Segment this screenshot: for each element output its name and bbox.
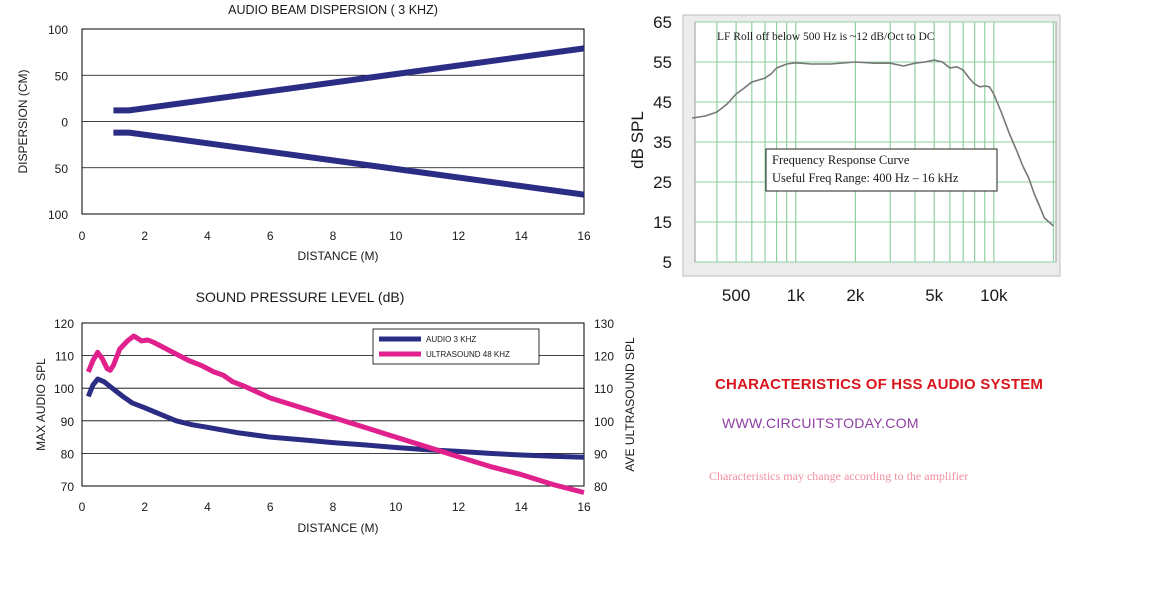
fr-y-tick-label: 35	[653, 133, 672, 152]
spl-y-right-tick-label: 100	[594, 415, 614, 429]
spl-y-right-tick-label: 90	[594, 447, 608, 461]
dispersion-x-tick-label: 8	[330, 229, 337, 243]
amplifier-note: Characteristics may change according to …	[709, 469, 969, 483]
spl-legend-box	[372, 328, 540, 365]
spl-y-left-tick-label: 70	[61, 480, 75, 494]
spl-x-tick-label: 12	[452, 500, 466, 514]
fr-y-tick-label: 25	[653, 173, 672, 192]
spl-x-axis-label: DISTANCE (M)	[297, 521, 378, 535]
dispersion-x-tick-label: 0	[79, 229, 86, 243]
spl-ultrasound-line	[85, 333, 585, 495]
spl-y-left-tick-label: 100	[54, 382, 74, 396]
spl-y-left-tick-label: 90	[61, 415, 75, 429]
spl-plot-frame	[81, 322, 585, 487]
spl-x-tick-label: 4	[204, 500, 211, 514]
dispersion-y-tick-label: 50	[55, 69, 69, 83]
spl-legend-label: ULTRASOUND 48 KHZ	[426, 350, 510, 359]
dispersion-x-axis-label: DISTANCE (M)	[297, 249, 378, 263]
spl-x-tick-label: 6	[267, 500, 274, 514]
spl-y-right-tick-label: 110	[594, 382, 613, 396]
spl-y-left-tick-label: 110	[55, 350, 74, 364]
fr-y-tick-label: 15	[653, 213, 672, 232]
spl-y-right-tick-label: 120	[594, 350, 614, 364]
dispersion-x-tick-label: 4	[204, 229, 211, 243]
website-link[interactable]: WWW.CIRCUITSTODAY.COM	[722, 415, 919, 431]
spl-y-right-axis-label: AVE ULTRASOUND SPL	[623, 337, 637, 472]
spl-y-right-tick-label: 130	[594, 317, 614, 331]
fr-x-tick-label: 500	[722, 286, 750, 305]
dispersion-upper-line	[113, 45, 585, 114]
spl-x-tick-label: 10	[389, 500, 403, 514]
fr-response-curve	[692, 59, 1055, 227]
spl-y-right-tick-label: 80	[594, 480, 608, 494]
fr-y-tick-label: 5	[663, 253, 672, 272]
dispersion-y-tick-label: 100	[48, 23, 68, 37]
dispersion-x-tick-label: 12	[452, 229, 466, 243]
spl-audio-line	[85, 376, 585, 460]
dispersion-x-tick-label: 14	[515, 229, 529, 243]
spl-legend-label: AUDIO 3 KHZ	[426, 335, 476, 344]
fr-caption-title: Frequency Response Curve	[772, 153, 910, 167]
dispersion-chart-title: AUDIO BEAM DISPERSION ( 3 KHZ)	[228, 3, 438, 17]
fr-x-tick-label: 10k	[980, 286, 1008, 305]
spl-y-left-axis-label: MAX AUDIO SPL	[34, 358, 48, 451]
spl-x-tick-label: 2	[141, 500, 148, 514]
dispersion-y-axis-label: DISPERSION (CM)	[16, 69, 30, 173]
spl-x-tick-label: 14	[515, 500, 529, 514]
spl-x-tick-label: 0	[79, 500, 86, 514]
fr-x-tick-label: 2k	[846, 286, 864, 305]
dispersion-y-tick-label: 0	[61, 116, 68, 130]
spl-y-left-tick-label: 120	[54, 317, 74, 331]
dispersion-x-tick-label: 10	[389, 229, 403, 243]
fr-y-tick-label: 45	[653, 93, 672, 112]
fr-x-tick-label: 1k	[787, 286, 805, 305]
fr-x-tick-label: 5k	[925, 286, 943, 305]
page-heading: CHARACTERISTICS OF HSS AUDIO SYSTEM	[715, 376, 1044, 393]
fr-caption-box	[765, 148, 998, 192]
spl-x-tick-label: 8	[330, 500, 337, 514]
spl-x-tick-label: 16	[577, 500, 591, 514]
fr-rolloff-annotation: LF Roll off below 500 Hz is ~12 dB/Oct t…	[717, 31, 935, 43]
spl-y-left-tick-label: 80	[61, 447, 75, 461]
fr-caption-range: Useful Freq Range: 400 Hz – 16 kHz	[772, 171, 959, 185]
dispersion-x-tick-label: 2	[141, 229, 148, 243]
spl-chart-title: SOUND PRESSURE LEVEL (dB)	[196, 289, 405, 305]
dispersion-x-tick-label: 16	[577, 229, 591, 243]
fr-y-axis-label: dB SPL	[628, 111, 647, 169]
fr-y-tick-label: 55	[653, 53, 672, 72]
fr-y-tick-label: 65	[653, 13, 672, 32]
dispersion-y-tick-label: 50	[55, 162, 69, 176]
dispersion-x-tick-label: 6	[267, 229, 274, 243]
dispersion-lower-line	[113, 129, 585, 198]
dispersion-y-tick-label: 100	[48, 208, 68, 222]
